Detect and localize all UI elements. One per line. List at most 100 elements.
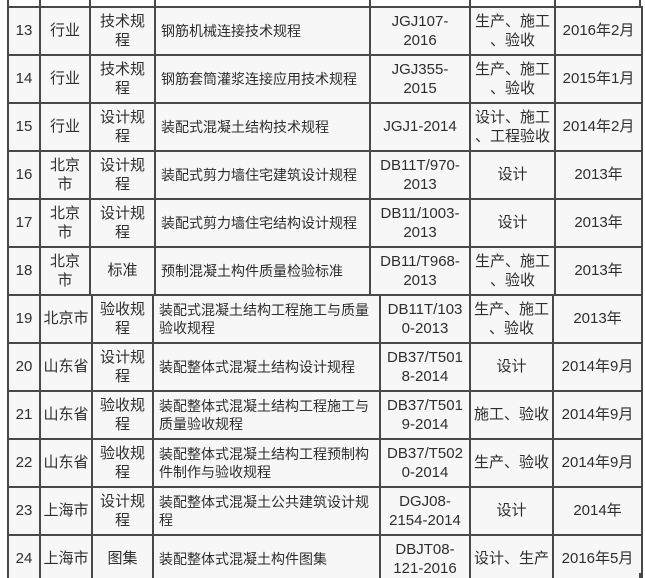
cell-no: 18 xyxy=(7,246,41,296)
cell-date: 2016年2月 xyxy=(554,6,643,56)
cell-date: 2014年 xyxy=(552,486,643,536)
cell-category: 设计规程 xyxy=(89,150,156,200)
cell-date: 2014年2月 xyxy=(554,102,643,152)
cell-standard-code: JGJ1-2014 xyxy=(369,102,471,152)
cell-standard-name: 装配整体式混凝土结构工程预制构 件制作与验收规程 xyxy=(152,438,381,488)
cell-phase: 设计 xyxy=(469,198,556,248)
column-line-stub xyxy=(152,573,154,578)
cell-date: 2013年 xyxy=(552,294,643,344)
column-line-stub xyxy=(369,0,371,6)
cell-date: 2013年 xyxy=(554,150,643,200)
cell-no: 14 xyxy=(7,54,41,104)
column-line-stub xyxy=(469,573,471,578)
cell-no: 23 xyxy=(7,486,41,536)
cell-region: 北京市 xyxy=(39,246,91,296)
cell-no: 21 xyxy=(7,390,41,440)
cell-no: 19 xyxy=(7,294,41,344)
cell-standard-name: 装配式混凝土结构技术规程 xyxy=(154,102,371,152)
cell-no: 13 xyxy=(7,6,41,56)
table-row: 22 山东省 验收规程 装配整体式混凝土结构工程预制构 件制作与验收规程 DB3… xyxy=(7,438,643,488)
cell-region: 行业 xyxy=(39,54,91,104)
table-row: 19 北京市 验收规程 装配式混凝土结构工程施工与质量 验收规程 DB11T/1… xyxy=(7,294,643,344)
cell-standard-code: JGJ355- 2015 xyxy=(369,54,471,104)
table-row: 21 山东省 验收规程 装配整体式混凝土结构工程施工与 质量验收规程 DB37/… xyxy=(7,390,643,440)
table-row: 13 行业 技术规程 钢筋机械连接技术规程 JGJ107- 2016 生产、施工… xyxy=(7,6,643,56)
cell-standard-code: DB37/T501 9-2014 xyxy=(379,390,471,440)
cell-date: 2013年 xyxy=(554,246,643,296)
cell-category: 图集 xyxy=(91,534,154,578)
cell-date: 2016年5月 xyxy=(552,534,643,578)
cell-standard-code: DBJT08- 121-2016 xyxy=(379,534,471,578)
column-line-stub xyxy=(39,0,41,6)
cell-region: 山东省 xyxy=(39,342,93,392)
column-line-stub xyxy=(154,0,156,6)
cell-category: 设计规程 xyxy=(89,198,156,248)
table-row: 17 北京市 设计规程 装配式剪力墙住宅结构设计规程 DB11/1003- 20… xyxy=(7,198,643,248)
cell-standard-name: 装配整体式混凝土结构工程施工与 质量验收规程 xyxy=(152,390,381,440)
cell-standard-name: 装配整体式混凝土构件图集 xyxy=(152,534,381,578)
cell-phase: 设计 xyxy=(469,342,554,392)
cell-region: 行业 xyxy=(39,6,91,56)
column-line-stub xyxy=(639,573,641,578)
cell-phase: 生产、施工 、验收 xyxy=(469,6,556,56)
cell-region: 上海市 xyxy=(39,486,93,536)
cell-no: 15 xyxy=(7,102,41,152)
column-line-stub xyxy=(552,573,554,578)
column-line-stub xyxy=(469,0,471,6)
cell-standard-name: 装配整体式混凝土公共建筑设计规 程 xyxy=(152,486,381,536)
column-line-stub xyxy=(7,0,9,6)
cell-standard-name: 钢筋套筒灌浆连接应用技术规程 xyxy=(154,54,371,104)
cell-region: 北京市 xyxy=(39,150,91,200)
cell-region: 行业 xyxy=(39,102,91,152)
cell-no: 17 xyxy=(7,198,41,248)
cell-category: 技术规程 xyxy=(89,54,156,104)
cell-phase: 设计、施工 、工程验收 xyxy=(469,102,556,152)
cell-standard-code: JGJ107- 2016 xyxy=(369,6,471,56)
cell-phase: 生产、施工 、验收 xyxy=(469,246,556,296)
cell-category: 验收规程 xyxy=(91,438,154,488)
column-line-stub xyxy=(379,573,381,578)
standards-table-upper: 13 行业 技术规程 钢筋机械连接技术规程 JGJ107- 2016 生产、施工… xyxy=(7,6,643,296)
cell-phase: 生产、施工 、验收 xyxy=(469,294,554,344)
cell-standard-name: 装配式剪力墙住宅结构设计规程 xyxy=(154,198,371,248)
cell-date: 2014年9月 xyxy=(552,438,643,488)
cell-phase: 设计 xyxy=(469,486,554,536)
cell-region: 北京市 xyxy=(39,294,93,344)
cell-standard-code: DB37/T501 8-2014 xyxy=(379,342,471,392)
cell-region: 山东省 xyxy=(39,390,93,440)
column-line-stub xyxy=(554,0,556,6)
table-row: 18 北京市 标准 预制混凝土构件质量检验标准 DB11/T968- 2013 … xyxy=(7,246,643,296)
cell-phase: 施工、验收 xyxy=(469,390,554,440)
cell-no: 16 xyxy=(7,150,41,200)
standards-table-lower: 19 北京市 验收规程 装配式混凝土结构工程施工与质量 验收规程 DB11T/1… xyxy=(7,294,643,578)
table-row: 14 行业 技术规程 钢筋套筒灌浆连接应用技术规程 JGJ355- 2015 生… xyxy=(7,54,643,104)
column-line-stub xyxy=(639,0,641,6)
column-line-stub xyxy=(89,0,91,6)
cell-category: 验收规程 xyxy=(91,294,154,344)
cell-phase: 设计、生产 xyxy=(469,534,554,578)
cell-category: 设计规程 xyxy=(91,342,154,392)
cell-category: 标准 xyxy=(89,246,156,296)
cell-standard-name: 装配式混凝土结构工程施工与质量 验收规程 xyxy=(152,294,381,344)
cell-category: 设计规程 xyxy=(91,486,154,536)
cell-standard-name: 预制混凝土构件质量检验标准 xyxy=(154,246,371,296)
cell-category: 技术规程 xyxy=(89,6,156,56)
cell-region: 北京市 xyxy=(39,198,91,248)
cell-no: 22 xyxy=(7,438,41,488)
table-row: 15 行业 设计规程 装配式混凝土结构技术规程 JGJ1-2014 设计、施工 … xyxy=(7,102,643,152)
cell-region: 上海市 xyxy=(39,534,93,578)
cell-category: 验收规程 xyxy=(91,390,154,440)
table-row: 23 上海市 设计规程 装配整体式混凝土公共建筑设计规 程 DGJ08- 215… xyxy=(7,486,643,536)
cell-standard-code: DB11/1003- 2013 xyxy=(369,198,471,248)
cell-standard-name: 装配式剪力墙住宅建筑设计规程 xyxy=(154,150,371,200)
table-row: 24 上海市 图集 装配整体式混凝土构件图集 DBJT08- 121-2016 … xyxy=(7,534,643,578)
cell-standard-code: DGJ08- 2154-2014 xyxy=(379,486,471,536)
cell-region: 山东省 xyxy=(39,438,93,488)
cell-standard-code: DB37/T502 0-2014 xyxy=(379,438,471,488)
cell-date: 2015年1月 xyxy=(554,54,643,104)
column-line-stub xyxy=(7,573,9,578)
cell-date: 2013年 xyxy=(554,198,643,248)
cell-standard-code: DB11T/103 0-2013 xyxy=(379,294,471,344)
cell-no: 20 xyxy=(7,342,41,392)
